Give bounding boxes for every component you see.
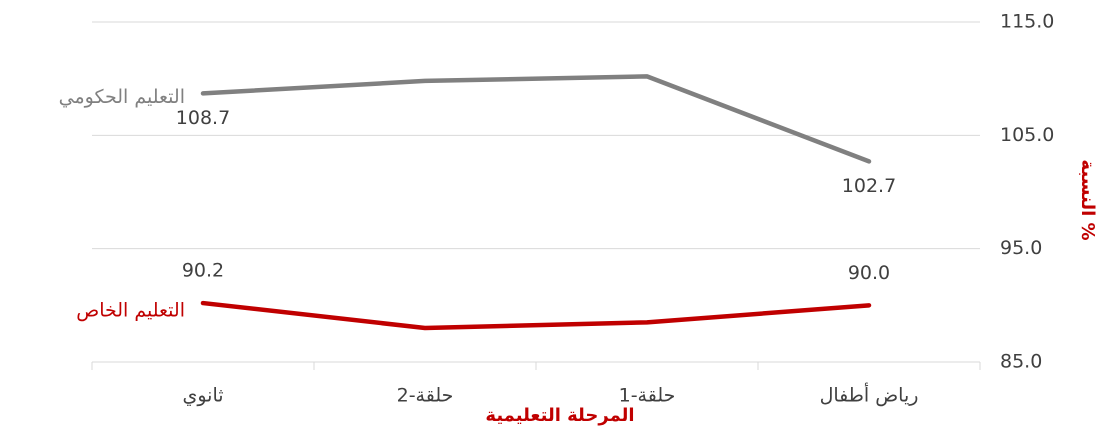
data-label: 90.0 bbox=[848, 262, 890, 284]
y-tick-label: 85.0 bbox=[1000, 351, 1042, 373]
line bbox=[200, 74, 872, 164]
x-tick-label: ثانوي bbox=[182, 385, 223, 407]
y-tick-label: 95.0 bbox=[1000, 237, 1042, 259]
x-tick-label: حلقة-2 bbox=[397, 385, 454, 407]
x-axis-title: المرحلة التعليمية bbox=[485, 405, 634, 426]
y-tick-label: 105.0 bbox=[1000, 124, 1054, 146]
line bbox=[200, 300, 872, 331]
legend-label: التعليم الحكومي bbox=[59, 86, 185, 108]
data-label: 90.2 bbox=[182, 260, 224, 282]
x-tick-label: رياض أطفال bbox=[820, 383, 919, 407]
y-axis-title: النسبة % bbox=[1077, 159, 1097, 240]
x-tick-label: حلقة-1 bbox=[619, 385, 676, 407]
data-label: 102.7 bbox=[842, 175, 896, 197]
y-tick-label: 115.0 bbox=[1000, 11, 1054, 33]
legend-label: التعليم الخاص bbox=[76, 300, 185, 322]
data-label: 108.7 bbox=[176, 107, 230, 129]
